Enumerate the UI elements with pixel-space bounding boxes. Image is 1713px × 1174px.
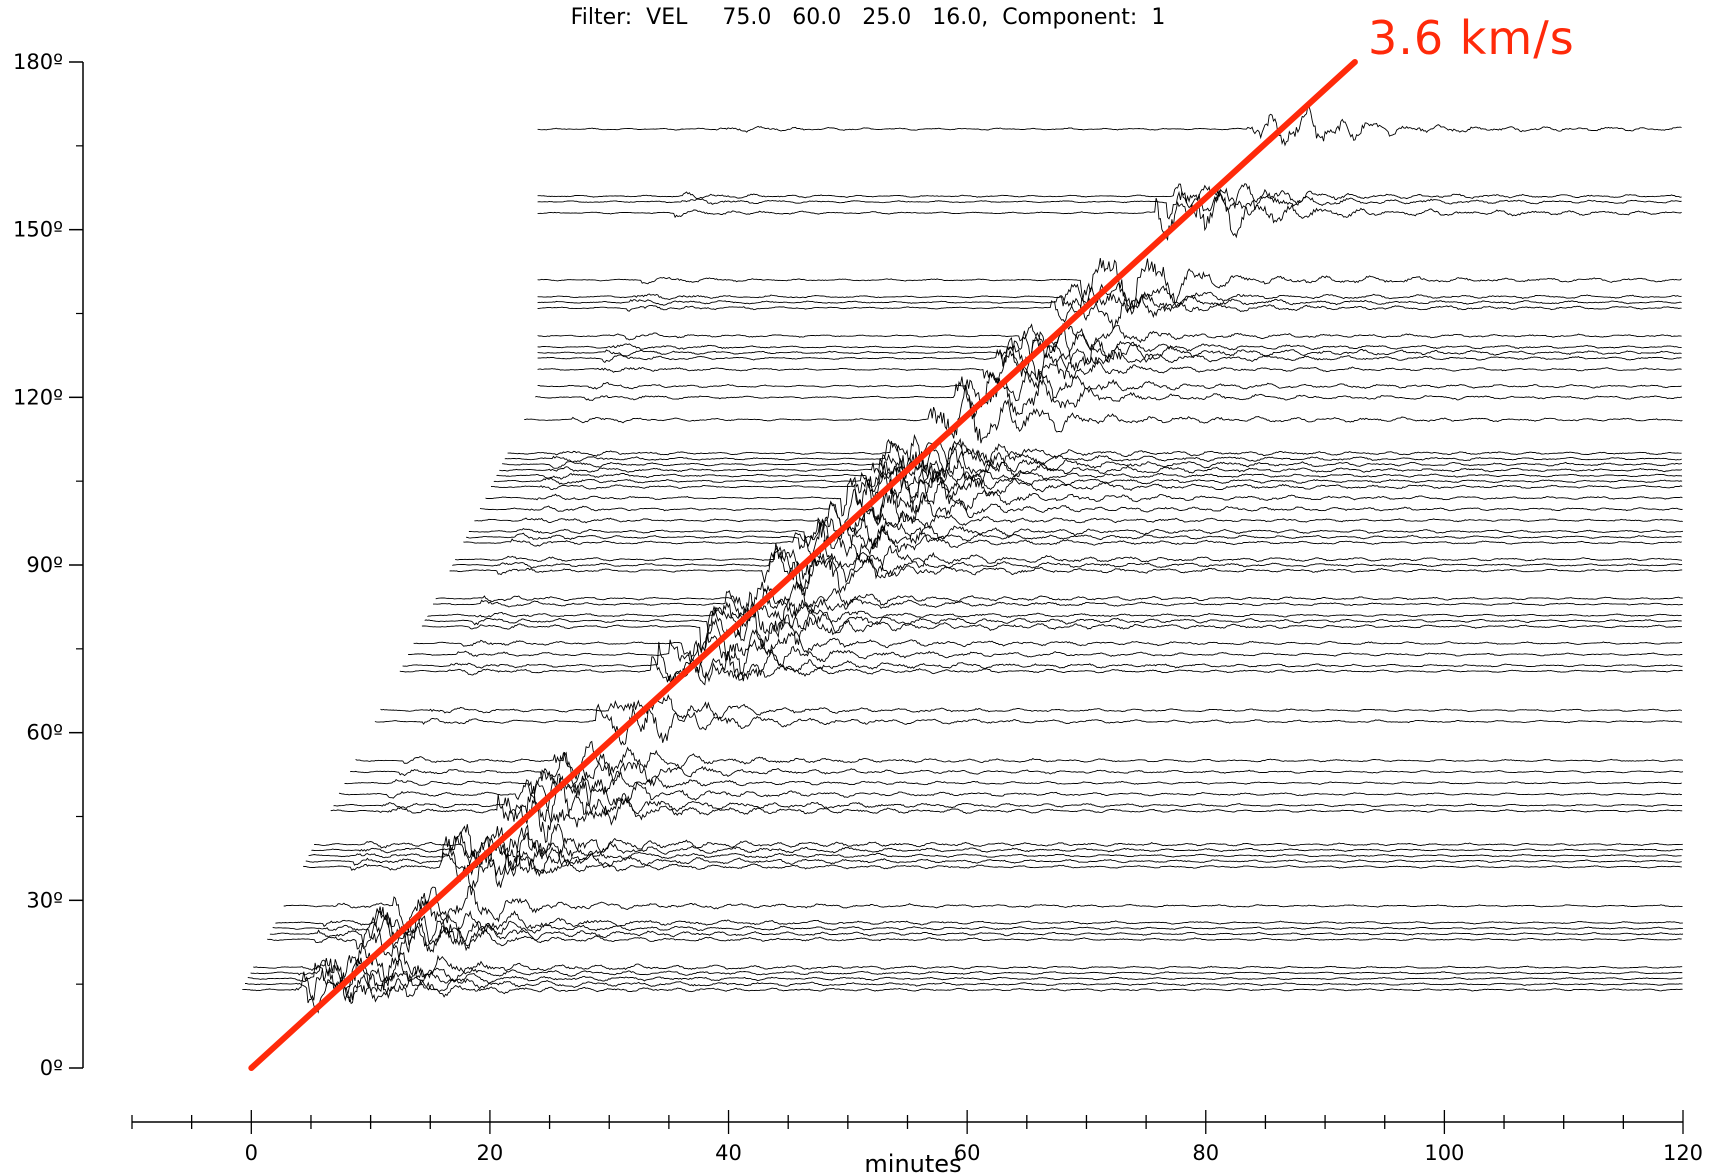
seismogram-trace (524, 384, 1683, 444)
seismogram-trace (269, 912, 1684, 959)
seismogram-trace (537, 323, 1682, 352)
seismogram-trace (250, 955, 1683, 993)
y-tick-label: 90º (26, 553, 63, 577)
seismogram-trace (493, 465, 1683, 500)
seismogram-trace (485, 476, 1683, 527)
seismogram-trace (253, 942, 1683, 995)
y-tick-label: 30º (26, 888, 63, 912)
seismogram-trace (427, 604, 1682, 629)
seismogram-trace (507, 440, 1682, 472)
seismogram-trace (537, 281, 1682, 311)
x-tick-label: 20 (477, 1141, 504, 1165)
seismogram-trace (242, 971, 1683, 1014)
seismogram-trace (267, 916, 1682, 958)
y-tick-label: 180º (13, 50, 63, 74)
seismogram-trace (537, 331, 1682, 365)
seismogram-trace (537, 258, 1682, 314)
seismogram-trace (283, 884, 1683, 933)
seismogram-trace (275, 892, 1683, 953)
seismogram-trace (244, 959, 1683, 1004)
seismogram-trace (305, 836, 1682, 888)
seismogram-traces (242, 104, 1684, 1014)
seismogram-trace (537, 282, 1682, 331)
velocity-fit-label: 3.6 km/s (1368, 11, 1575, 65)
seismogram-trace (338, 773, 1682, 823)
seismogram-trace (537, 323, 1682, 381)
seismogram-trace (333, 775, 1683, 824)
x-tick-label: 60 (954, 1141, 981, 1165)
seismogram-trace (537, 283, 1682, 321)
seismogram-trace (399, 656, 1683, 686)
seismogram-trace (355, 740, 1683, 780)
seismogram-trace (433, 584, 1683, 619)
y-tick-label: 0º (40, 1056, 63, 1080)
seismogram-trace (537, 187, 1682, 220)
seismogram-trace (468, 514, 1684, 558)
x-axis-label: minutes (864, 1150, 961, 1174)
seismogram-trace (435, 580, 1683, 616)
y-axis: 0º 30º 60º 90º 120º 150º 180º (13, 50, 84, 1080)
x-tick-label: 100 (1424, 1141, 1464, 1165)
seismogram-trace (408, 632, 1683, 678)
seismogram-trace (496, 459, 1683, 493)
x-tick-label: 0 (245, 1141, 258, 1165)
x-tick-label: 80 (1192, 1141, 1219, 1165)
seismogram-trace (537, 370, 1682, 408)
seismogram-trace (247, 957, 1683, 994)
seismogram-trace (537, 189, 1682, 241)
seismogram-trace (449, 550, 1683, 597)
y-tick-label: 120º (13, 385, 63, 409)
seismogram-trace (504, 438, 1682, 479)
seismogram-trace (303, 849, 1682, 890)
x-tick-label: 40 (715, 1141, 742, 1165)
seismogram-trace (499, 443, 1683, 495)
velocity-fit-line (248, 59, 1358, 1071)
seismogram-trace (311, 823, 1683, 876)
seismogram-trace (272, 906, 1683, 947)
seismogram-trace (344, 766, 1682, 798)
seismogram-trace (402, 639, 1683, 683)
y-tick-label: 60º (26, 721, 63, 745)
seismogram-trace (474, 501, 1683, 536)
x-tick-label: 120 (1663, 1141, 1703, 1165)
seismogram-trace (537, 183, 1682, 210)
seismogram-trace (537, 104, 1682, 147)
seismogram-trace (314, 823, 1683, 872)
x-axis: 0 20 40 60 80 100 120 (131, 1110, 1703, 1165)
seismogram-trace (479, 482, 1683, 534)
seismogram-trace (374, 699, 1683, 746)
seismogram-trace (490, 461, 1683, 513)
seismogram-trace (455, 523, 1683, 580)
seismogram-trace (380, 694, 1683, 732)
seismogram-trace (421, 591, 1682, 653)
seismogram-trace (350, 751, 1684, 796)
seismogram-trace (466, 518, 1682, 556)
seismogram-trace (463, 526, 1682, 567)
chart-title: Filter: VEL 75.0 60.0 25.0 16.0, Compone… (571, 5, 1166, 30)
y-tick-label: 150º (13, 218, 63, 242)
seismogram-trace (424, 598, 1682, 642)
seismogram-trace (537, 350, 1682, 390)
seismogram-trace (452, 546, 1683, 589)
seismogram-trace (413, 617, 1683, 663)
seismogram-trace (535, 374, 1683, 418)
seismogram-trace (502, 433, 1682, 489)
